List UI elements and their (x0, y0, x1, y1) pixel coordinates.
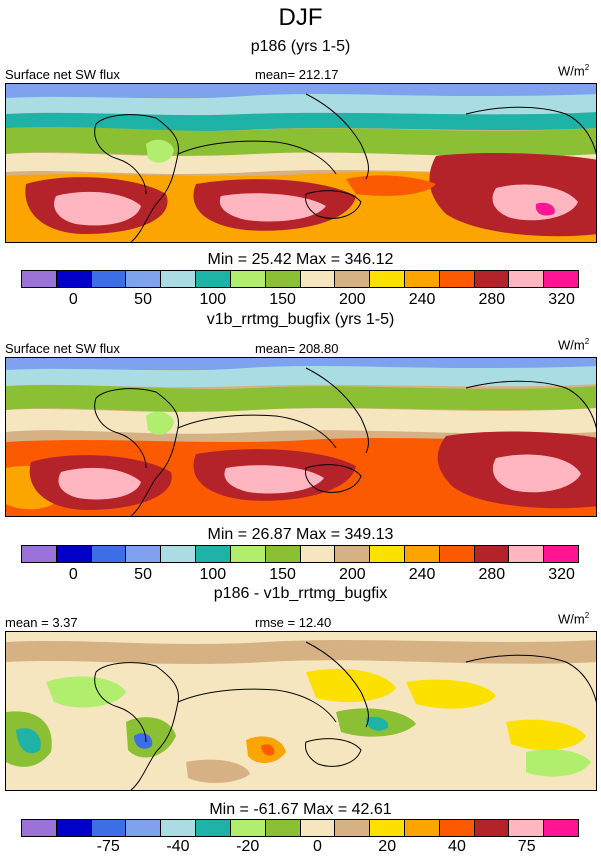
colorbar-swatch-14 (474, 820, 510, 836)
colorbar-swatch-4 (126, 546, 162, 562)
panel-2-mean-label: mean= 208.80 (255, 341, 339, 356)
colorbar-tick-label: -20 (236, 838, 260, 855)
colorbar-swatch-4 (126, 820, 162, 836)
colorbar-swatch-16 (544, 271, 578, 287)
colorbar-swatch-5 (161, 820, 197, 836)
panel-1-variable-label: Surface net SW flux (5, 67, 120, 82)
panel-2-minmax: Min = 26.87 Max = 349.13 (207, 526, 394, 543)
colorbar-swatch-13 (439, 271, 475, 287)
colorbar-swatch-10 (335, 820, 371, 836)
colorbar-swatch-6 (196, 271, 231, 287)
colorbar-swatch-7 (230, 820, 266, 836)
colorbar-tick-label: 50 (134, 566, 152, 583)
colorbar-swatch-8 (265, 271, 301, 287)
colorbar-tick-label: 200 (338, 291, 366, 308)
panel-2-map (5, 357, 597, 517)
colorbar-swatch-15 (509, 271, 545, 287)
panel-2-variable-label: Surface net SW flux (5, 341, 120, 356)
panel-3-title: p186 - v1b_rrtmg_bugfix (213, 585, 388, 602)
colorbar-swatch-2 (56, 820, 92, 836)
colorbar-swatch-13 (439, 820, 475, 836)
colorbar-swatch-9 (300, 546, 336, 562)
colorbar-tick-label: 75 (517, 838, 536, 855)
panel-1-map (5, 83, 597, 243)
colorbar-tick-label: 20 (378, 838, 397, 855)
colorbar-swatch-1 (22, 271, 57, 287)
colorbar-swatch-8 (265, 546, 301, 562)
colorbar-swatch-1 (22, 546, 57, 562)
colorbar-swatch-3 (91, 820, 127, 836)
colorbar-swatch-12 (404, 546, 440, 562)
colorbar-tick-label: 280 (478, 566, 506, 583)
panel-1-field (6, 84, 596, 242)
colorbar-swatch-16 (544, 820, 578, 836)
colorbar-tick-label: 50 (134, 291, 152, 308)
colorbar-swatch-14 (474, 546, 510, 562)
panel-3-minmax: Min = -61.67 Max = 42.61 (209, 801, 392, 818)
colorbar-tick-label: -40 (166, 838, 190, 855)
colorbar-swatch-6 (196, 820, 231, 836)
panel-3-map (5, 631, 597, 791)
colorbar-tick-label: 280 (478, 291, 506, 308)
panel-3-units: W/m2 (558, 611, 590, 627)
colorbar-tick-label: 0 (312, 838, 322, 855)
colorbar-tick-label: 150 (269, 291, 296, 308)
colorbar-swatch-1 (22, 820, 57, 836)
panel-1-units: W/m2 (558, 63, 590, 79)
colorbar-swatch-9 (300, 271, 336, 287)
figure-title: DJF (278, 4, 323, 31)
colorbar-swatch-7 (230, 546, 266, 562)
colorbar-tick-label: 200 (338, 566, 366, 583)
panel-3-mean-label: mean = 3.37 (5, 615, 78, 630)
colorbar-swatch-12 (404, 820, 440, 836)
colorbar-tick-label: 320 (548, 566, 575, 583)
colorbar-swatch-11 (370, 546, 405, 562)
colorbar-tick-label: 150 (269, 566, 296, 583)
colorbar-swatch-6 (196, 546, 231, 562)
colorbar-tick-label: 100 (199, 566, 227, 583)
colorbar-swatch-15 (509, 820, 545, 836)
panel-1-title: p186 (yrs 1-5) (250, 38, 351, 55)
colorbar-swatch-13 (439, 546, 475, 562)
colorbar-swatch-16 (544, 546, 578, 562)
colorbar-swatch-11 (370, 820, 405, 836)
colorbar-swatch-10 (335, 546, 371, 562)
panel-1-colorbar-ticks: 0 50 100 150 200 240 280 320 (21, 291, 579, 311)
colorbar-tick-label: 0 (68, 291, 78, 308)
colorbar-tick-label: 100 (199, 291, 227, 308)
panel-1-colorbar (21, 270, 579, 288)
colorbar-swatch-5 (161, 271, 197, 287)
panel-2-units: W/m2 (558, 337, 590, 353)
panel-3-rmse-label: rmse = 12.40 (255, 615, 332, 630)
panel-2-colorbar (21, 545, 579, 563)
colorbar-swatch-4 (126, 271, 162, 287)
colorbar-swatch-8 (265, 820, 301, 836)
colorbar-swatch-12 (404, 271, 440, 287)
panel-2-title: v1b_rrtmg_bugfix (yrs 1-5) (206, 311, 395, 328)
colorbar-tick-label: 0 (68, 566, 78, 583)
colorbar-swatch-10 (335, 271, 371, 287)
colorbar-swatch-14 (474, 271, 510, 287)
colorbar-tick-label: 320 (548, 291, 575, 308)
colorbar-swatch-5 (161, 546, 197, 562)
colorbar-tick-label: -75 (96, 838, 120, 855)
colorbar-swatch-2 (56, 546, 92, 562)
panel-3-colorbar (21, 819, 579, 837)
colorbar-tick-label: 240 (408, 566, 436, 583)
colorbar-swatch-11 (370, 271, 405, 287)
colorbar-swatch-9 (300, 820, 336, 836)
colorbar-swatch-15 (509, 546, 545, 562)
colorbar-tick-label: 40 (448, 838, 466, 855)
panel-1-minmax: Min = 25.42 Max = 346.12 (207, 251, 394, 268)
colorbar-tick-label: 240 (408, 291, 436, 308)
panel-1-mean-label: mean= 212.17 (255, 67, 339, 82)
colorbar-swatch-7 (230, 271, 266, 287)
panel-2-field (6, 358, 596, 516)
colorbar-swatch-2 (56, 271, 92, 287)
colorbar-swatch-3 (91, 271, 127, 287)
panel-3-colorbar-ticks: -75 -40 -20 0 20 40 75 (21, 838, 579, 858)
panel-3-field (6, 632, 596, 790)
colorbar-swatch-3 (91, 546, 127, 562)
panel-2-colorbar-ticks: 0 50 100 150 200 240 280 320 (21, 566, 579, 586)
